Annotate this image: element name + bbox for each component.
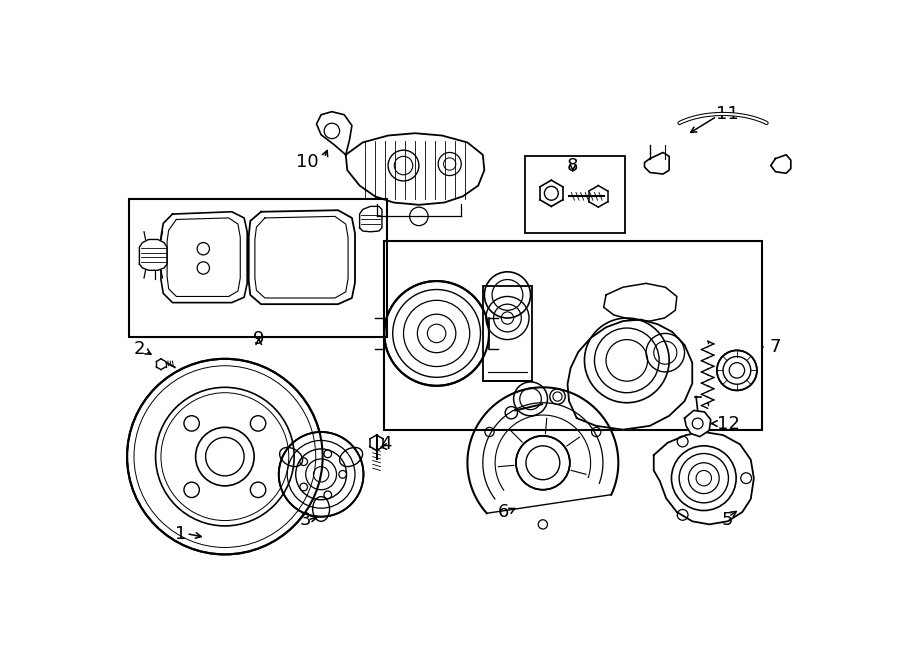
Polygon shape: [653, 432, 754, 524]
Polygon shape: [568, 319, 692, 430]
Text: 3: 3: [300, 511, 311, 529]
Circle shape: [384, 281, 489, 386]
Text: 5: 5: [721, 511, 733, 529]
Text: 6: 6: [498, 503, 509, 521]
Polygon shape: [161, 212, 248, 303]
Text: 10: 10: [296, 153, 319, 171]
Circle shape: [127, 359, 323, 555]
Text: 11: 11: [716, 105, 738, 123]
Polygon shape: [140, 239, 167, 270]
Polygon shape: [467, 387, 618, 514]
Circle shape: [717, 350, 757, 391]
Polygon shape: [248, 210, 355, 304]
Polygon shape: [685, 410, 711, 437]
Polygon shape: [360, 206, 382, 232]
Text: 2: 2: [133, 340, 145, 358]
Text: 12: 12: [717, 414, 740, 432]
Polygon shape: [604, 284, 677, 321]
Text: 9: 9: [253, 330, 265, 348]
Text: 8: 8: [567, 157, 579, 175]
Polygon shape: [317, 112, 352, 155]
Circle shape: [279, 432, 364, 517]
Text: 1: 1: [175, 525, 186, 543]
Text: 7: 7: [770, 338, 781, 356]
Bar: [526, 156, 626, 233]
Text: 4: 4: [380, 434, 392, 453]
Polygon shape: [644, 153, 669, 174]
Polygon shape: [770, 155, 791, 173]
Bar: [384, 241, 761, 430]
Circle shape: [516, 436, 570, 490]
Polygon shape: [346, 134, 484, 205]
Bar: [129, 199, 387, 337]
Bar: [482, 286, 532, 381]
